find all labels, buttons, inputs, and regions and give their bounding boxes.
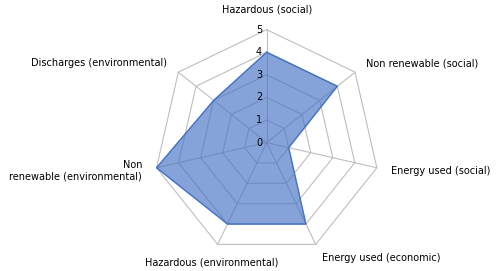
Text: 2: 2 xyxy=(256,92,262,102)
Text: Hazardous (social): Hazardous (social) xyxy=(222,5,312,15)
Text: 1: 1 xyxy=(256,115,262,125)
Text: 0: 0 xyxy=(256,138,262,148)
Text: Non
renewable (environmental): Non renewable (environmental) xyxy=(10,160,142,182)
Text: Discharges (environmental): Discharges (environmental) xyxy=(31,58,167,68)
Text: Non renewable (social): Non renewable (social) xyxy=(366,58,478,68)
Text: 3: 3 xyxy=(256,70,262,80)
Text: Energy used (economic): Energy used (economic) xyxy=(322,253,440,263)
Text: 4: 4 xyxy=(256,47,262,57)
Text: Energy used (social): Energy used (social) xyxy=(391,166,490,176)
Text: 5: 5 xyxy=(256,25,262,35)
Polygon shape xyxy=(156,52,338,224)
Text: Hazardous (environmental): Hazardous (environmental) xyxy=(144,258,278,268)
